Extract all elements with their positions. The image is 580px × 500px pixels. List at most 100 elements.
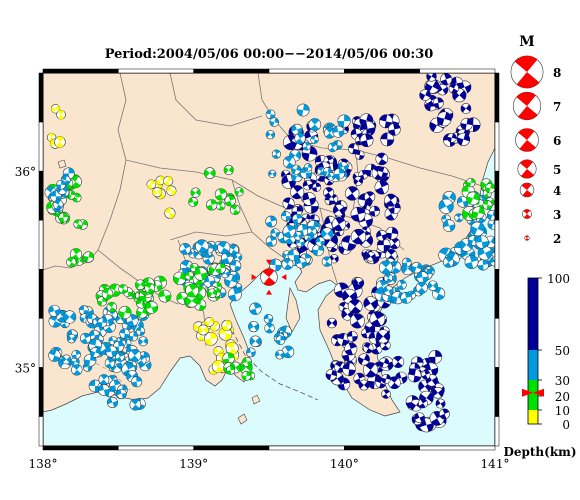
magnitude-legend-label: 4 — [553, 184, 561, 198]
event-mechanism — [282, 155, 296, 169]
event-mechanism — [326, 317, 338, 329]
event-mechanism — [428, 350, 443, 364]
event-mechanism — [54, 136, 66, 148]
event-mechanism — [106, 396, 119, 409]
event-mechanism — [223, 164, 234, 176]
event-mechanism — [358, 379, 370, 391]
event-mechanism — [179, 243, 192, 255]
event-mechanism — [226, 365, 236, 375]
event-mechanism — [119, 328, 131, 340]
focus-event-ball — [260, 268, 278, 286]
depth-marker — [533, 388, 544, 397]
event-mechanism — [482, 200, 493, 210]
magnitude-legend-label: 8 — [553, 66, 561, 80]
event-mechanism — [136, 306, 148, 319]
event-mechanism — [362, 362, 379, 378]
event-mechanism — [207, 288, 218, 299]
event-mechanism — [347, 298, 363, 314]
event-mechanism — [248, 321, 260, 333]
event-mechanism — [438, 198, 454, 214]
event-mechanism — [98, 374, 110, 385]
event-mechanism — [135, 326, 146, 336]
magnitude-legend-label: 2 — [553, 232, 561, 246]
event-mechanism — [407, 368, 422, 383]
event-mechanism — [377, 166, 389, 178]
lat-tick-label: 35° — [15, 361, 36, 375]
event-mechanism — [61, 354, 72, 365]
depth-tick-label: 20 — [555, 390, 570, 404]
event-mechanism — [344, 186, 360, 201]
magnitude-legend-ball — [510, 55, 544, 89]
event-mechanism — [323, 187, 335, 199]
depth-color-band — [528, 410, 538, 424]
event-mechanism — [375, 152, 389, 166]
event-mechanism — [425, 79, 440, 94]
magnitude-legend-ball — [524, 235, 530, 241]
event-mechanism — [115, 352, 125, 362]
lon-tick-label: 141° — [481, 457, 510, 471]
event-mechanism — [128, 348, 142, 362]
event-mechanism — [211, 360, 225, 373]
magnitude-legend-label: 3 — [553, 208, 561, 222]
event-mechanism — [470, 221, 485, 237]
event-mechanism — [268, 169, 277, 179]
event-mechanism — [337, 114, 351, 128]
event-mechanism — [396, 279, 407, 290]
event-mechanism — [383, 285, 394, 296]
event-mechanism — [363, 296, 378, 311]
map-title: Period:2004/05/06 00:00−−2014/05/06 00:3… — [104, 47, 434, 62]
event-mechanism — [217, 241, 231, 255]
event-mechanism — [359, 133, 374, 148]
event-mechanism — [426, 73, 437, 82]
event-mechanism — [69, 248, 83, 261]
event-mechanism — [106, 301, 117, 313]
event-mechanism — [197, 324, 209, 336]
magnitude-legend-ball — [515, 128, 539, 152]
event-mechanism — [418, 398, 428, 409]
event-mechanism — [190, 187, 201, 198]
event-mechanism — [303, 163, 313, 172]
event-mechanism — [294, 132, 306, 145]
event-mechanism — [287, 249, 300, 262]
event-mechanism — [224, 274, 238, 288]
event-mechanism — [164, 207, 176, 219]
event-mechanism — [436, 111, 452, 127]
event-mechanism — [264, 323, 275, 334]
event-mechanism — [369, 311, 386, 328]
event-mechanism — [275, 349, 285, 360]
event-mechanism — [227, 287, 242, 302]
depth-tick-label: 10 — [555, 404, 570, 418]
magnitude-legend-label: 6 — [553, 134, 561, 148]
event-mechanism — [392, 355, 405, 368]
event-mechanism — [290, 185, 305, 200]
event-mechanism — [118, 284, 128, 294]
magnitude-legend-ball — [512, 91, 542, 121]
event-mechanism — [104, 358, 116, 369]
event-mechanism — [73, 219, 83, 229]
focus-arrow — [281, 274, 287, 281]
event-mechanism — [241, 370, 252, 381]
focus-arrow — [251, 274, 257, 281]
event-mechanism — [293, 231, 303, 241]
depth-tick-label: 100 — [547, 272, 570, 286]
event-mechanism — [249, 302, 262, 315]
event-mechanism — [225, 341, 239, 355]
magnitude-legend-ball — [517, 159, 537, 179]
event-mechanism — [66, 257, 77, 268]
depth-tick-label: 50 — [555, 344, 570, 358]
event-mechanism — [116, 388, 127, 400]
event-mechanism — [291, 123, 303, 136]
event-mechanism — [214, 188, 228, 201]
event-mechanism — [129, 398, 142, 411]
event-mechanism — [472, 206, 485, 220]
event-mechanism — [350, 228, 367, 245]
island — [237, 413, 248, 425]
event-mechanism — [269, 117, 280, 127]
event-mechanism — [374, 180, 390, 195]
event-mechanism — [172, 271, 187, 285]
event-mechanism — [333, 168, 345, 180]
event-mechanism — [184, 271, 195, 281]
event-mechanism — [400, 291, 413, 304]
event-mechanism — [427, 280, 439, 291]
event-mechanism — [56, 179, 66, 190]
